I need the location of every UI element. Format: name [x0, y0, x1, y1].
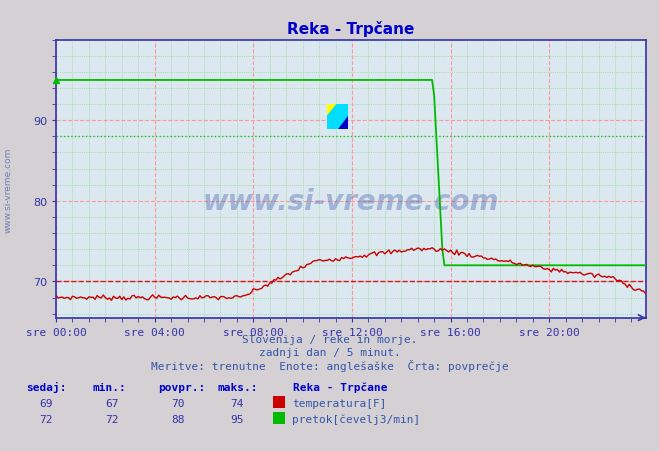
Text: maks.:: maks.:	[217, 382, 258, 392]
Text: 95: 95	[231, 414, 244, 423]
Text: min.:: min.:	[92, 382, 126, 392]
Text: zadnji dan / 5 minut.: zadnji dan / 5 minut.	[258, 347, 401, 357]
Text: 67: 67	[105, 398, 119, 408]
Polygon shape	[328, 104, 337, 117]
Text: 72: 72	[105, 414, 119, 423]
Text: sedaj:: sedaj:	[26, 381, 67, 392]
Text: povpr.:: povpr.:	[158, 382, 206, 392]
Text: Meritve: trenutne  Enote: anglešaške  Črta: povprečje: Meritve: trenutne Enote: anglešaške Črta…	[151, 359, 508, 371]
Text: 70: 70	[171, 398, 185, 408]
Title: Reka - Trpčane: Reka - Trpčane	[287, 21, 415, 37]
Text: pretok[čevelj3/min]: pretok[čevelj3/min]	[292, 413, 420, 423]
Text: 88: 88	[171, 414, 185, 423]
Text: Reka - Trpčane: Reka - Trpčane	[293, 382, 387, 392]
Text: www.si-vreme.com: www.si-vreme.com	[3, 147, 13, 232]
Polygon shape	[337, 117, 348, 129]
Text: temperatura[F]: temperatura[F]	[292, 398, 386, 408]
Polygon shape	[328, 104, 348, 129]
Text: 72: 72	[40, 414, 53, 423]
Text: 69: 69	[40, 398, 53, 408]
Text: 74: 74	[231, 398, 244, 408]
Text: www.si-vreme.com: www.si-vreme.com	[203, 188, 499, 216]
Text: Slovenija / reke in morje.: Slovenija / reke in morje.	[242, 334, 417, 344]
